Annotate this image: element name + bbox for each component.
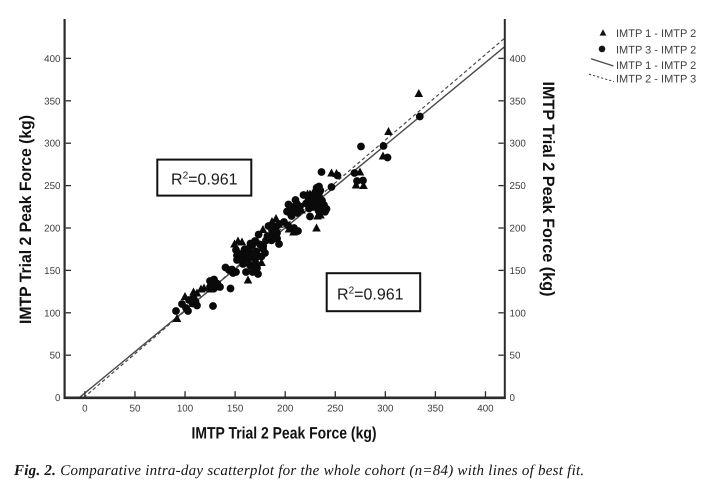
svg-text:350: 350 (510, 96, 527, 107)
svg-text:IMTP Trial 2 Peak Force (kg): IMTP Trial 2 Peak Force (kg) (17, 115, 35, 324)
svg-text:300: 300 (44, 139, 61, 150)
svg-text:50: 50 (130, 404, 141, 415)
svg-text:150: 150 (227, 404, 244, 415)
svg-text:0: 0 (510, 393, 516, 404)
svg-text:IMTP 1 - IMTP 2: IMTP 1 - IMTP 2 (616, 28, 696, 40)
svg-text:IMTP 2 - IMTP 3: IMTP 2 - IMTP 3 (616, 74, 696, 86)
svg-text:350: 350 (44, 96, 61, 107)
svg-text:R2=0.961: R2=0.961 (337, 286, 404, 304)
svg-text:Fig. 2. Comparative intra-day: Fig. 2. Comparative intra-day scatterplo… (13, 463, 584, 479)
svg-text:IMTP 3 - IMTP 2: IMTP 3 - IMTP 2 (616, 44, 696, 56)
svg-text:200: 200 (510, 224, 527, 235)
svg-text:400: 400 (44, 54, 61, 65)
svg-text:250: 250 (44, 181, 61, 192)
svg-text:150: 150 (44, 266, 61, 277)
svg-text:IMTP Trial 2 Peak Force (kg): IMTP Trial 2 Peak Force (kg) (192, 425, 377, 443)
svg-text:300: 300 (510, 139, 527, 150)
svg-text:350: 350 (427, 404, 444, 415)
svg-text:50: 50 (50, 351, 61, 362)
svg-text:0: 0 (55, 393, 61, 404)
svg-text:400: 400 (510, 54, 527, 65)
svg-text:IMTP Trial 2 Peak Force (kg): IMTP Trial 2 Peak Force (kg) (539, 82, 557, 297)
svg-text:IMTP 1 - IMTP 2: IMTP 1 - IMTP 2 (616, 60, 696, 72)
svg-text:200: 200 (44, 224, 61, 235)
svg-text:250: 250 (510, 181, 527, 192)
svg-text:100: 100 (510, 308, 527, 319)
svg-text:400: 400 (477, 404, 494, 415)
svg-text:R2=0.961: R2=0.961 (171, 171, 238, 189)
svg-text:50: 50 (510, 351, 521, 362)
svg-text:250: 250 (327, 404, 344, 415)
svg-text:150: 150 (510, 266, 527, 277)
svg-text:100: 100 (177, 404, 194, 415)
svg-text:300: 300 (377, 404, 394, 415)
svg-text:200: 200 (277, 404, 294, 415)
svg-text:100: 100 (44, 308, 61, 319)
svg-text:0: 0 (82, 404, 88, 415)
